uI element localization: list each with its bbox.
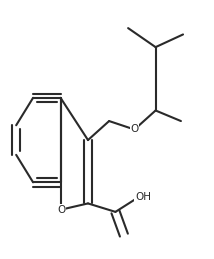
Text: O: O xyxy=(58,205,66,215)
Text: OH: OH xyxy=(135,192,151,202)
Text: O: O xyxy=(130,125,139,134)
